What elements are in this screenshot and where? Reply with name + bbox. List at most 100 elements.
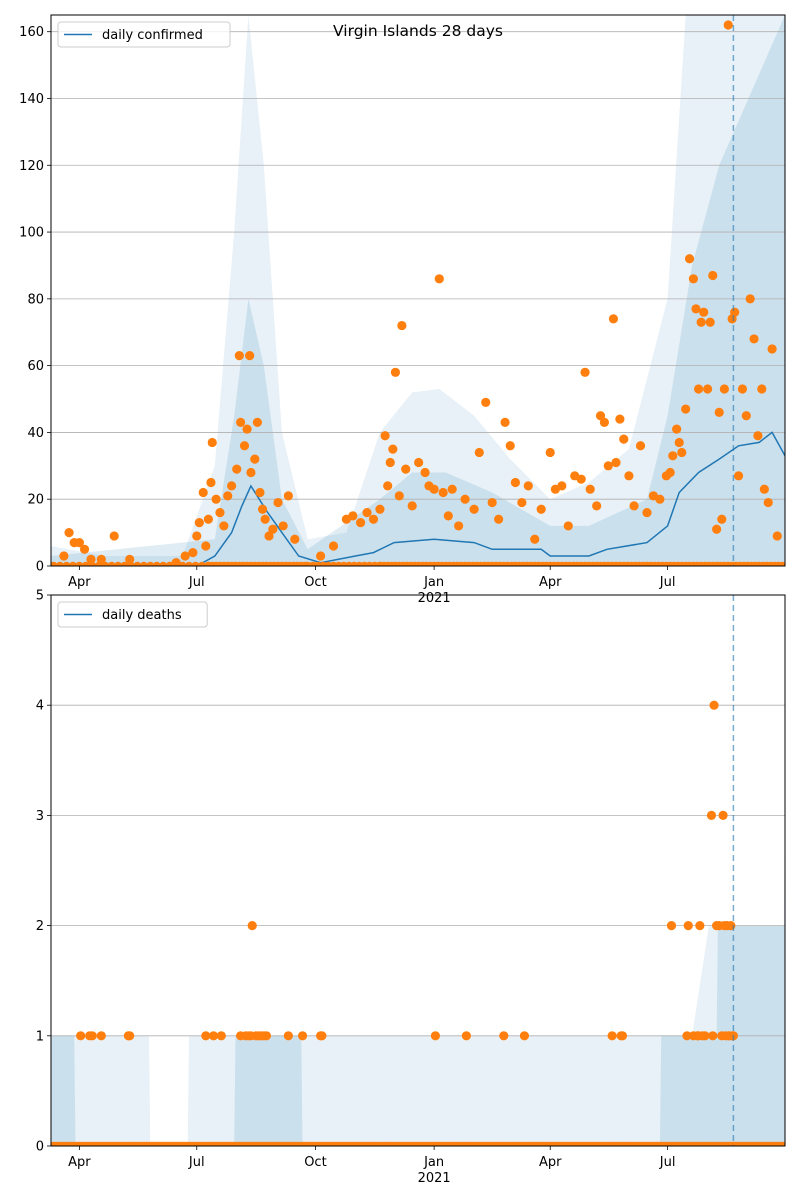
data-point — [461, 1031, 471, 1041]
data-point — [255, 487, 265, 498]
data-point — [264, 531, 274, 541]
data-point — [215, 507, 225, 518]
data-point — [96, 1031, 106, 1041]
data-point — [328, 541, 339, 551]
data-point — [730, 307, 740, 317]
deaths-panel: 0 1 2 3 4 5 Apr Jul Oct Jan Apr Jul 2021 daily deaths — [36, 589, 786, 1186]
data-point — [236, 417, 246, 428]
data-point-zero — [107, 561, 116, 566]
data-point — [245, 351, 255, 361]
data-point — [201, 541, 211, 551]
data-point — [64, 528, 74, 538]
x-tick-label: Jan — [423, 575, 444, 590]
legend-box — [57, 21, 231, 48]
data-point — [629, 501, 639, 511]
x-tick-label: Jan — [423, 1155, 444, 1170]
data-point — [247, 921, 257, 931]
data-point — [759, 484, 769, 494]
data-point — [86, 554, 96, 564]
x-tick-label: Apr — [68, 1155, 91, 1170]
data-point-zero — [120, 561, 129, 566]
data-point — [429, 484, 439, 494]
y-tick-label: 0 — [36, 560, 44, 575]
data-point — [580, 367, 590, 377]
data-point — [232, 464, 242, 474]
data-point — [608, 314, 619, 324]
y-tick-label: 20 — [27, 493, 44, 508]
data-point — [273, 497, 283, 508]
data-point — [316, 551, 326, 561]
data-point — [74, 538, 84, 548]
data-point — [615, 414, 625, 424]
band-inner — [51, 925, 785, 1146]
data-point — [96, 554, 106, 564]
data-point — [394, 491, 404, 501]
data-point — [385, 457, 395, 468]
x-tick-label: Jul — [188, 575, 205, 590]
data-point — [211, 494, 221, 504]
data-point — [703, 384, 713, 394]
data-point-zero — [146, 561, 155, 566]
data-point — [733, 471, 744, 481]
trend-line — [51, 431, 785, 566]
data-point — [763, 497, 773, 508]
x-tick-label: Apr — [539, 1155, 562, 1170]
plot-frame — [50, 594, 786, 1147]
data-point — [388, 444, 398, 454]
data-point-zero — [184, 561, 194, 566]
data-point — [420, 467, 430, 478]
data-point — [757, 384, 767, 394]
x-tick-label: Jul — [659, 1155, 676, 1170]
data-point — [454, 521, 464, 531]
year-label: 2021 — [418, 1171, 451, 1186]
data-point — [390, 367, 401, 377]
data-point — [188, 548, 198, 558]
data-point — [545, 447, 555, 458]
data-point — [257, 504, 268, 514]
y-tick-label: 160 — [19, 25, 44, 40]
data-point — [624, 471, 634, 481]
data-point — [714, 407, 724, 417]
data-point — [481, 397, 491, 407]
data-point — [375, 504, 385, 514]
confirmed-panel: 0 20 40 60 80 100 120 140 160 Apr Jul Oct Jan Apr Jul 2… — [19, 14, 786, 606]
band-outer — [51, 15, 785, 566]
data-point — [691, 304, 701, 314]
x-tick-label: Jul — [659, 575, 676, 590]
data-point — [380, 431, 390, 441]
y-tick-label: 80 — [27, 292, 44, 307]
data-point — [234, 351, 244, 361]
data-point — [737, 384, 748, 394]
data-point — [665, 467, 675, 478]
data-point — [401, 464, 411, 474]
data-point — [246, 467, 256, 478]
data-point — [494, 514, 504, 524]
x-tick-label: Apr — [68, 575, 91, 590]
data-point — [194, 517, 204, 528]
data-point — [672, 424, 682, 434]
data-point-zero — [75, 561, 84, 566]
data-point — [434, 274, 444, 284]
data-point — [203, 514, 213, 524]
data-point-zero — [197, 561, 207, 566]
legend-box — [57, 601, 208, 628]
data-point — [397, 320, 407, 331]
y-tick-label: 140 — [19, 92, 44, 107]
data-point — [519, 1031, 530, 1041]
y-tick-label: 4 — [36, 699, 44, 714]
data-point — [557, 481, 567, 491]
data-point — [576, 474, 586, 484]
legend-label: daily confirmed — [102, 28, 203, 43]
data-point — [563, 521, 573, 531]
data-point — [718, 810, 728, 821]
data-point — [87, 1031, 97, 1041]
y-tick-label: 3 — [36, 809, 44, 824]
data-point — [723, 20, 733, 30]
data-point-zero — [159, 561, 168, 566]
y-tick-label: 40 — [27, 426, 44, 441]
year-label: 2021 — [418, 591, 451, 606]
data-point — [355, 517, 366, 528]
x-tick-label: Oct — [304, 1155, 326, 1170]
data-point — [611, 457, 621, 468]
data-point — [753, 431, 763, 441]
